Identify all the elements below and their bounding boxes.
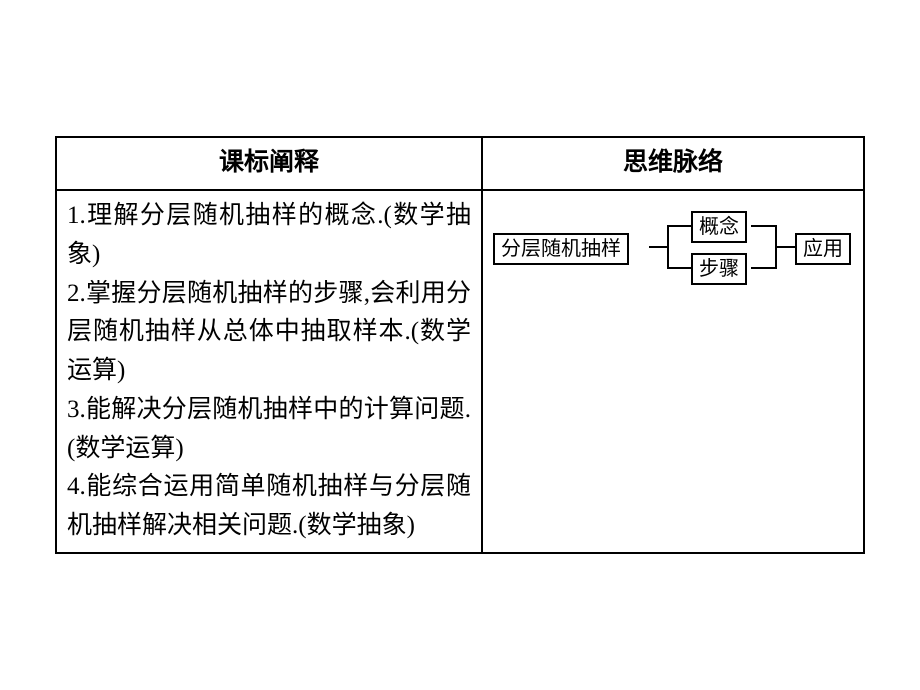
- header-left: 课标阐释: [56, 137, 482, 190]
- objective-4: 4.能综合运用简单随机抽样与分层随机抽样解决相关问题.(数学抽象): [67, 468, 471, 546]
- edge: [667, 225, 691, 227]
- edge: [775, 246, 795, 248]
- edge: [667, 267, 691, 269]
- objective-3: 3.能解决分层随机抽样中的计算问题.(数学运算): [67, 391, 471, 469]
- header-right: 思维脉络: [482, 137, 864, 190]
- mindmap-diagram: 分层随机抽样 概念 步骤 应用: [493, 197, 853, 297]
- mindmap-cell: 分层随机抽样 概念 步骤 应用: [482, 190, 864, 553]
- objective-2: 2.掌握分层随机抽样的步骤,会利用分层随机抽样从总体中抽取样本.(数学运算): [67, 275, 471, 391]
- node-application: 应用: [795, 233, 851, 265]
- objective-1: 1.理解分层随机抽样的概念.(数学抽象): [67, 197, 471, 275]
- edge: [751, 225, 775, 227]
- edge: [649, 246, 667, 248]
- node-steps: 步骤: [691, 253, 747, 285]
- node-concept: 概念: [691, 211, 747, 243]
- curriculum-table: 课标阐释 思维脉络 1.理解分层随机抽样的概念.(数学抽象) 2.掌握分层随机抽…: [55, 136, 865, 554]
- edge: [751, 267, 775, 269]
- edge: [667, 225, 669, 269]
- node-root: 分层随机抽样: [493, 233, 629, 265]
- objectives-cell: 1.理解分层随机抽样的概念.(数学抽象) 2.掌握分层随机抽样的步骤,会利用分层…: [56, 190, 482, 553]
